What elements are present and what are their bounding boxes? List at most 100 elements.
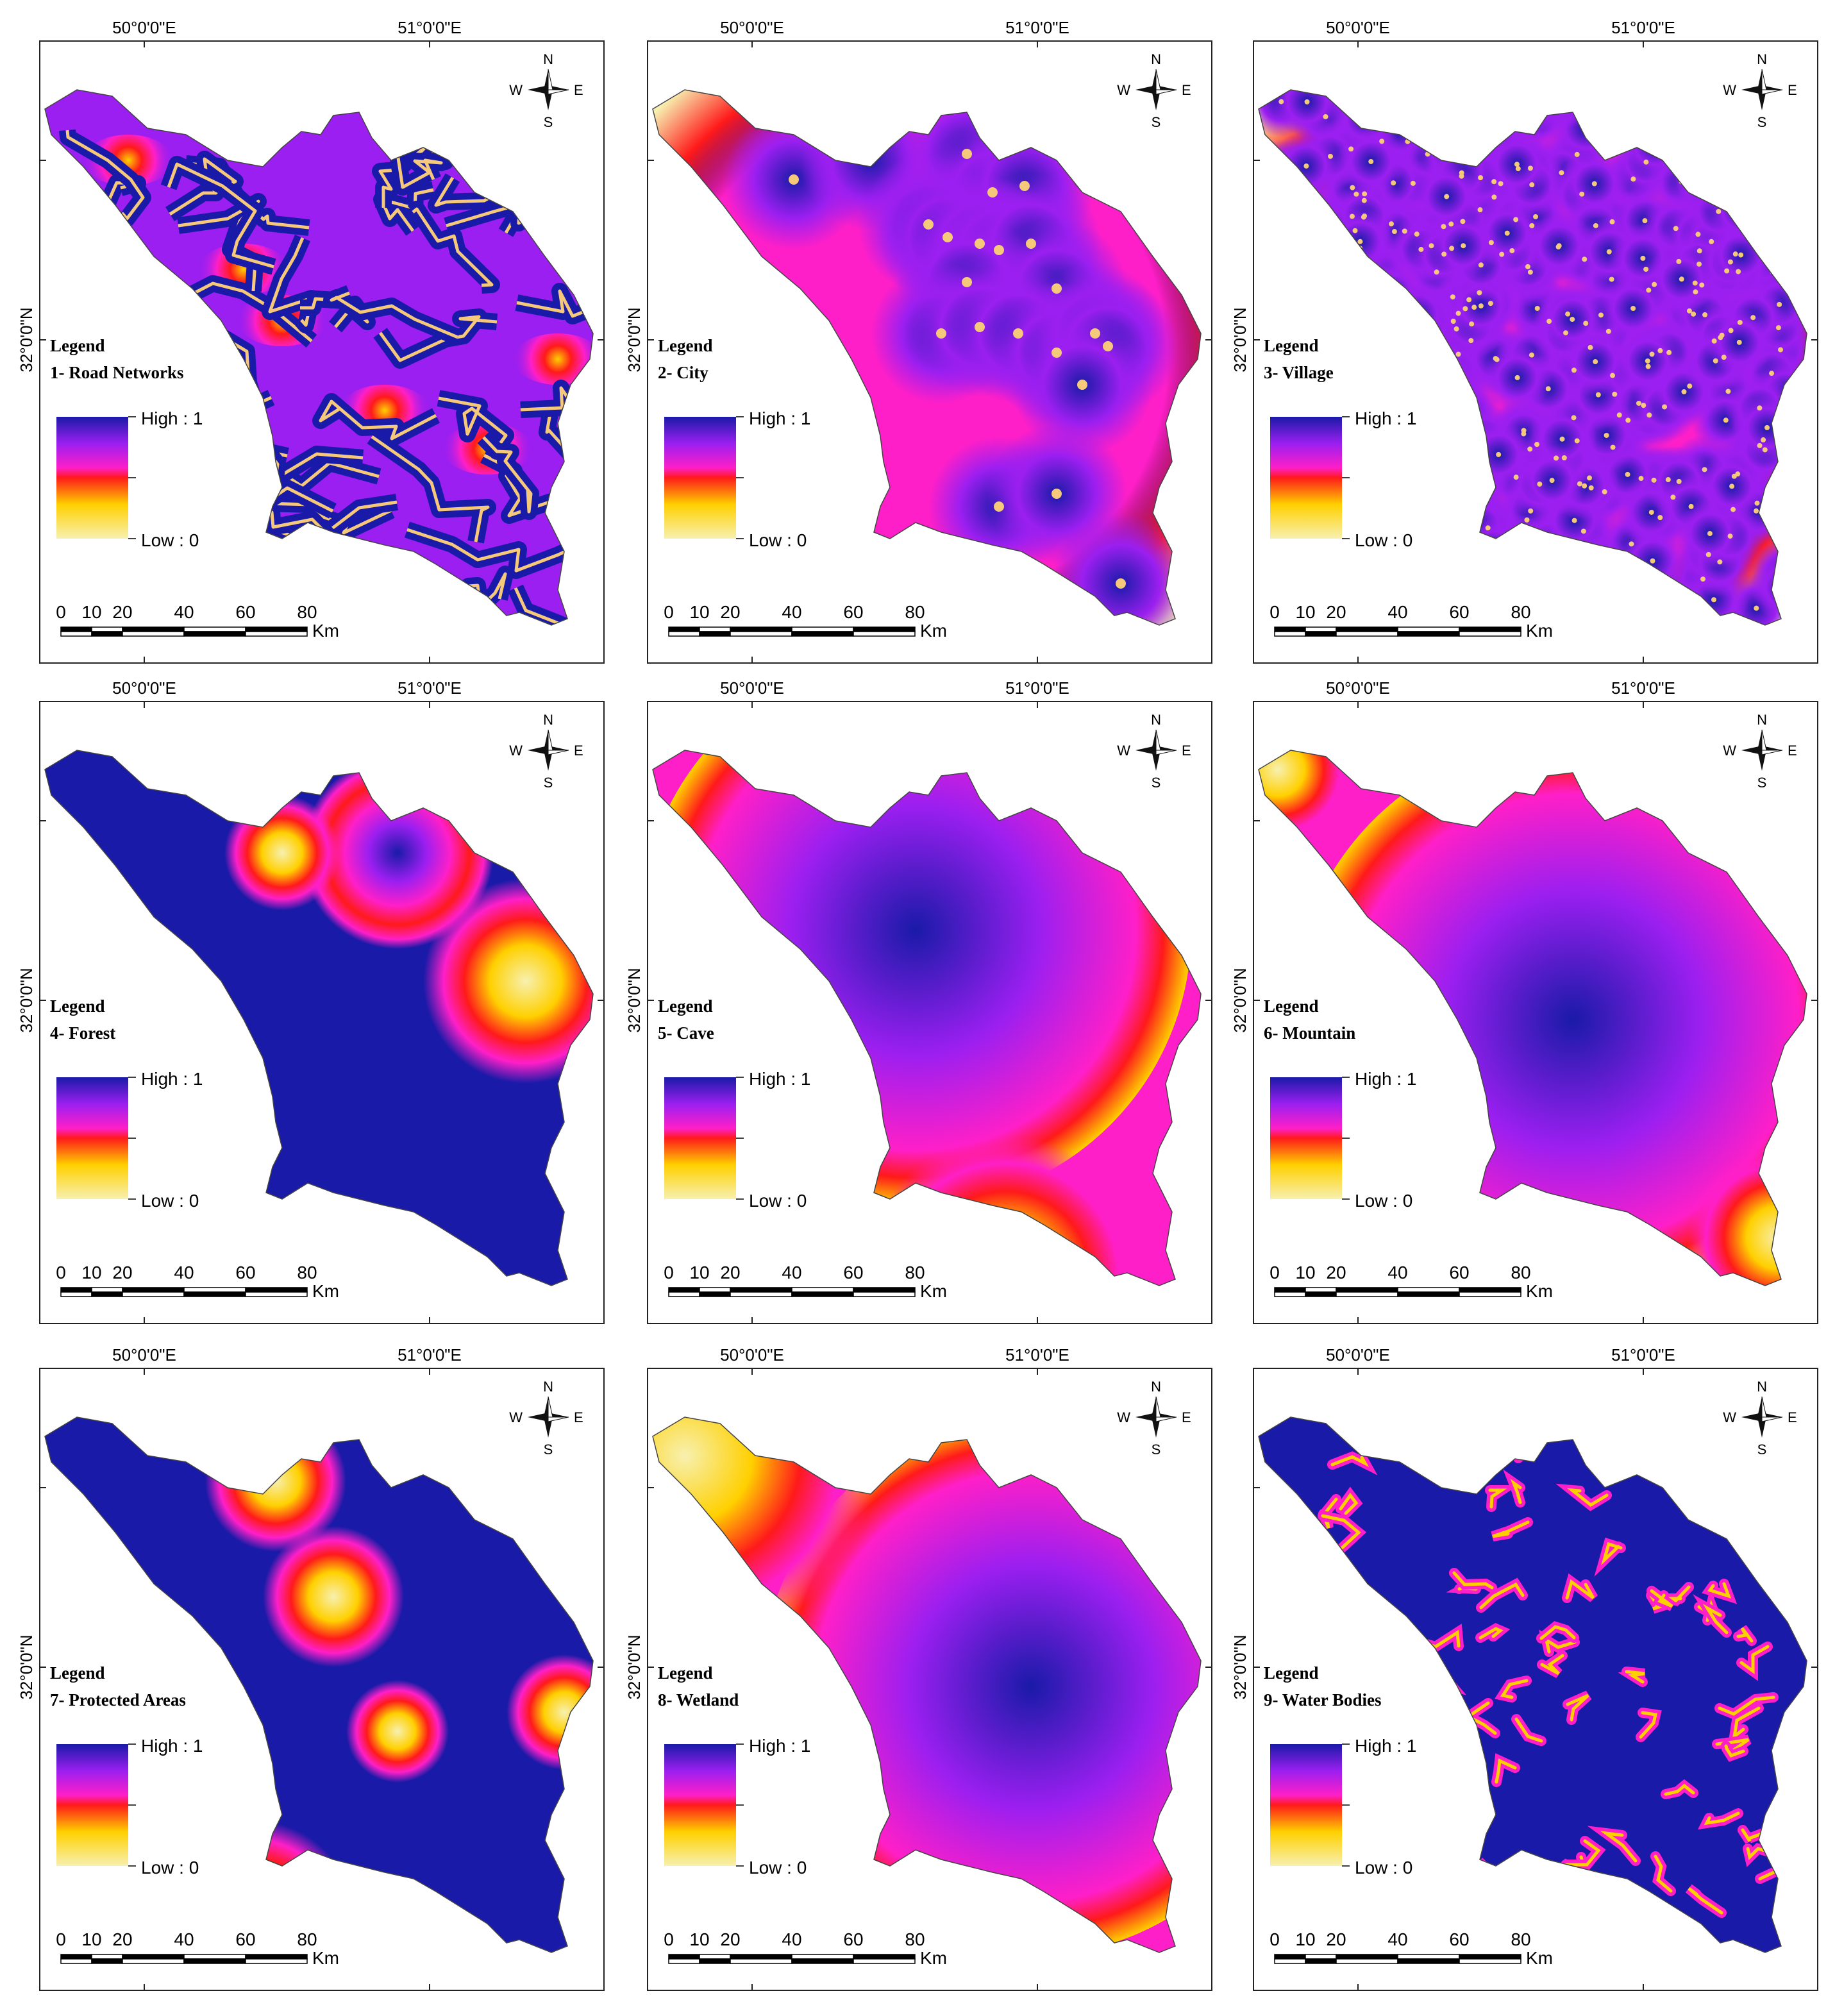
north-arrow-icon: N S E W [1723, 1379, 1797, 1457]
scale-unit-label: Km [920, 1948, 947, 1968]
scale-unit-label: Km [1526, 1948, 1553, 1968]
north-arrow-icon: N S E W [1723, 51, 1797, 130]
scale-tick-label: 40 [1387, 1929, 1407, 1949]
scale-tick-label: 0 [1269, 1929, 1280, 1949]
latitude-label: 32°0'0"N [1230, 968, 1250, 1032]
compass-north-label: N [543, 1379, 553, 1395]
legend-layer-title: 3- Village [1264, 363, 1334, 382]
legend-layer-title: 7- Protected Areas [50, 1690, 186, 1709]
longitude-label: 51°0'0"E [1005, 1345, 1069, 1365]
province-boundary [652, 89, 1202, 626]
legend-low-label: Low : 0 [1355, 1858, 1412, 1877]
legend-high-label: High : 1 [141, 1736, 203, 1756]
scale-tick-label: 10 [689, 1929, 709, 1949]
compass-east-label: E [574, 1409, 583, 1425]
legend-color-ramp [1270, 1077, 1342, 1199]
compass-south-label: S [1152, 114, 1161, 130]
longitude-label: 50°0'0"E [112, 18, 176, 37]
compass-west-label: W [1117, 743, 1130, 759]
scale-tick-label: 10 [689, 1263, 709, 1282]
longitude-label: 51°0'0"E [398, 678, 462, 698]
compass-south-label: S [544, 114, 553, 130]
legend-heading: Legend [658, 996, 713, 1016]
province-boundary [652, 750, 1202, 1286]
compass-east-label: E [574, 82, 583, 98]
scale-tick-label: 20 [1326, 1929, 1346, 1949]
scale-tick-label: 60 [843, 602, 863, 622]
north-arrow-icon: N S E W [509, 712, 583, 791]
legend-color-ramp [56, 1077, 128, 1199]
compass-east-label: E [1182, 743, 1191, 759]
map-panel-forest: 50°0'0"E 51°0'0"E 32°0'0"N N S E W Legend 4- For… [17, 678, 605, 1324]
longitude-label: 50°0'0"E [1326, 678, 1390, 698]
compass-east-label: E [1788, 82, 1797, 98]
longitude-label: 51°0'0"E [1611, 678, 1675, 698]
scale-tick-label: 80 [1511, 1263, 1530, 1282]
map-panel-city: 50°0'0"E 51°0'0"E 32°0'0"N N S E W Legend 2- Cit… [624, 18, 1212, 664]
legend-color-ramp [1270, 417, 1342, 539]
scale-tick-label: 10 [81, 1929, 101, 1949]
province-boundary [44, 1416, 594, 1953]
scale-unit-label: Km [1526, 1281, 1553, 1301]
compass-north-label: N [1757, 1379, 1767, 1395]
north-arrow-icon: N S E W [509, 1379, 583, 1457]
compass-south-label: S [1757, 1441, 1767, 1457]
latitude-label: 32°0'0"N [1230, 1634, 1250, 1699]
compass-north-label: N [543, 712, 553, 728]
legend-heading: Legend [1264, 336, 1319, 355]
scale-tick-label: 80 [1511, 602, 1530, 622]
scale-tick-label: 60 [235, 1263, 255, 1282]
north-arrow-icon: N S E W [1117, 51, 1191, 130]
compass-west-label: W [1723, 1409, 1736, 1425]
scale-unit-label: Km [312, 1281, 339, 1301]
compass-south-label: S [544, 1441, 553, 1457]
compass-west-label: W [1723, 743, 1736, 759]
compass-east-label: E [1182, 1409, 1191, 1425]
longitude-label: 50°0'0"E [112, 1345, 176, 1365]
legend-color-ramp [1270, 1744, 1342, 1866]
scale-tick-label: 40 [782, 602, 801, 622]
legend-low-label: Low : 0 [1355, 1191, 1412, 1211]
scale-tick-label: 60 [1449, 1263, 1469, 1282]
scale-tick-label: 0 [664, 1929, 674, 1949]
legend-heading: Legend [50, 996, 105, 1016]
legend-color-ramp [664, 1744, 736, 1866]
scale-tick-label: 40 [782, 1263, 801, 1282]
scale-tick-label: 80 [905, 602, 925, 622]
scale-tick-label: 40 [174, 1263, 194, 1282]
legend-layer-title: 4- Forest [50, 1023, 115, 1043]
legend-high-label: High : 1 [141, 1069, 203, 1089]
longitude-label: 51°0'0"E [1611, 1345, 1675, 1365]
legend-heading: Legend [1264, 1663, 1319, 1683]
scale-tick-label: 40 [782, 1929, 801, 1949]
longitude-label: 51°0'0"E [398, 18, 462, 37]
compass-east-label: E [574, 743, 583, 759]
legend-low-label: Low : 0 [141, 1858, 199, 1877]
scale-tick-label: 0 [1269, 602, 1280, 622]
scale-tick-label: 10 [689, 602, 709, 622]
province-boundary [652, 1416, 1202, 1953]
compass-south-label: S [1757, 775, 1767, 791]
compass-west-label: W [509, 82, 523, 98]
compass-west-label: W [509, 1409, 523, 1425]
longitude-label: 50°0'0"E [720, 18, 784, 37]
legend-low-label: Low : 0 [749, 1858, 807, 1877]
compass-north-label: N [1151, 51, 1161, 67]
legend-low-label: Low : 0 [141, 530, 199, 550]
legend-low-label: Low : 0 [749, 530, 807, 550]
scale-tick-label: 80 [1511, 1929, 1530, 1949]
legend-layer-title: 1- Road Networks [50, 363, 184, 382]
legend-layer-title: 9- Water Bodies [1264, 1690, 1382, 1709]
compass-south-label: S [544, 775, 553, 791]
compass-west-label: W [1723, 82, 1736, 98]
longitude-label: 50°0'0"E [720, 678, 784, 698]
north-arrow-icon: N S E W [1117, 1379, 1191, 1457]
scale-tick-label: 40 [174, 602, 194, 622]
legend-high-label: High : 1 [1355, 1069, 1417, 1089]
